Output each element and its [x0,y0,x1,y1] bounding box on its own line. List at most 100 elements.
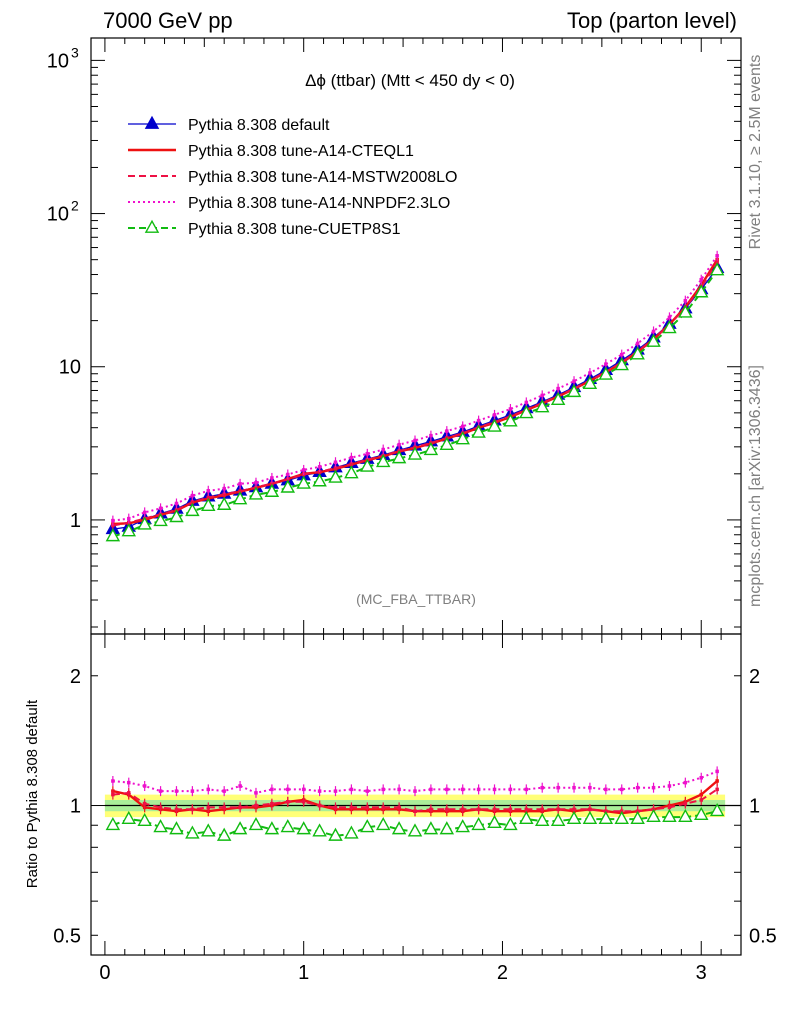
main-point-3 [349,455,354,460]
legend-marker-0 [144,115,160,129]
main-point-3 [667,315,672,320]
main-point-3 [619,352,624,357]
legend-label-3: Pythia 8.308 tune-A14-NNPDF2.3LO [188,195,450,212]
ratio-point-3 [635,785,640,790]
main-point-3 [238,482,242,486]
ratio-point-4 [232,821,248,835]
main-point-4 [391,450,407,464]
main-point-4 [153,512,168,527]
main-point-3 [492,413,497,417]
main-point-4 [216,496,232,510]
ratio-x-tick-label: 1 [298,962,309,984]
ratio-point-2 [142,801,147,806]
ratio-point-3 [492,787,497,792]
ratio-point-3 [158,789,163,793]
main-point-3 [206,489,211,493]
ratio-point-2 [301,800,306,804]
ratio-point-2 [492,807,497,812]
ratio-point-2 [429,807,433,812]
main-point-4 [487,418,502,432]
ratio-point-3 [238,784,242,788]
main-point-4 [694,284,709,298]
main-point-3 [333,460,338,464]
ratio-point-2 [206,805,211,810]
ratio-point-2 [667,805,672,810]
ratio-point-4 [121,810,137,824]
main-point-2 [333,466,338,470]
ratio-point-3 [445,787,449,792]
main-point-3 [254,480,258,485]
ratio-point-3 [349,787,354,792]
main-line-0 [112,267,718,530]
main-point-3 [365,452,370,456]
main-point-4 [646,333,661,347]
main-point-3 [190,493,195,498]
main-point-3 [588,371,592,375]
ratio-x-tick-label: 2 [497,962,508,984]
main-point-3 [381,447,385,452]
ratio-point-3 [588,785,592,790]
ratio-point-2 [222,805,226,810]
ratio-frame-border [90,633,742,956]
main-line-4 [112,269,718,538]
main-point-3 [127,516,131,521]
main-point-3 [635,341,640,346]
ratio-point-4 [137,812,152,827]
main-point-4 [105,528,121,542]
main-point-3 [286,472,290,477]
main-point-2 [270,481,274,486]
ratio-point-4 [630,810,645,824]
main-point-4 [248,486,264,500]
ratio-point-2 [254,803,258,808]
legend-label-4: Pythia 8.308 tune-CUETP8S1 [188,221,401,238]
ratio-point-3 [556,785,560,790]
ratio-point-3 [317,789,322,793]
main-point-3 [604,362,608,366]
main-y-tick-label-left: 10 [59,357,81,379]
main-point-2 [349,462,354,466]
ratio-point-4 [375,816,391,831]
ratio-point-2 [190,807,195,812]
ratio-y-tick-label-left: 1 [70,796,81,818]
ratio-point-3 [365,789,370,793]
ratio-point-3 [190,789,195,793]
ratio-point-4 [439,821,455,835]
analysis-watermark: (MC_FBA_TTBAR) [356,591,476,607]
main-point-3 [524,400,529,405]
ratio-point-4 [646,808,661,822]
ratio-point-2 [174,807,179,812]
ratio-point-2 [683,801,688,806]
ratio-point-3 [174,789,179,793]
ratio-point-2 [460,807,465,812]
main-y-tick-label-left: 1 [70,510,81,532]
ratio-point-2 [556,807,560,812]
ratio-series-layer [105,766,725,841]
main-point-4 [709,262,725,276]
ratio-y-axis-label: Ratio to Pythia 8.308 default [24,699,41,888]
ratio-point-2 [524,807,529,812]
main-point-4 [360,458,375,472]
ratio-point-4 [312,823,327,837]
main-point-4 [614,357,629,371]
main-point-4 [296,475,311,489]
legend-marker-4 [144,219,160,233]
ratio-point-2 [397,805,401,810]
ratio-point-2 [699,798,703,802]
main-point-4 [471,424,486,438]
ratio-point-4 [423,821,439,835]
main-y-tick-exponent: 3 [71,44,79,60]
ratio-point-3 [413,789,417,793]
ratio-point-2 [540,807,544,812]
ratio-point-4 [566,810,582,824]
main-y-tick-label-left: 10 [47,204,69,226]
legend-label-0: Pythia 8.308 default [188,117,330,134]
main-point-3 [715,254,719,258]
ratio-point-2 [445,807,449,812]
main-point-4 [439,436,455,450]
ratio-point-2 [158,805,163,810]
ratio-point-3 [699,775,703,780]
ratio-point-2 [381,805,385,810]
ratio-point-1 [715,779,719,783]
main-point-4 [423,441,439,456]
